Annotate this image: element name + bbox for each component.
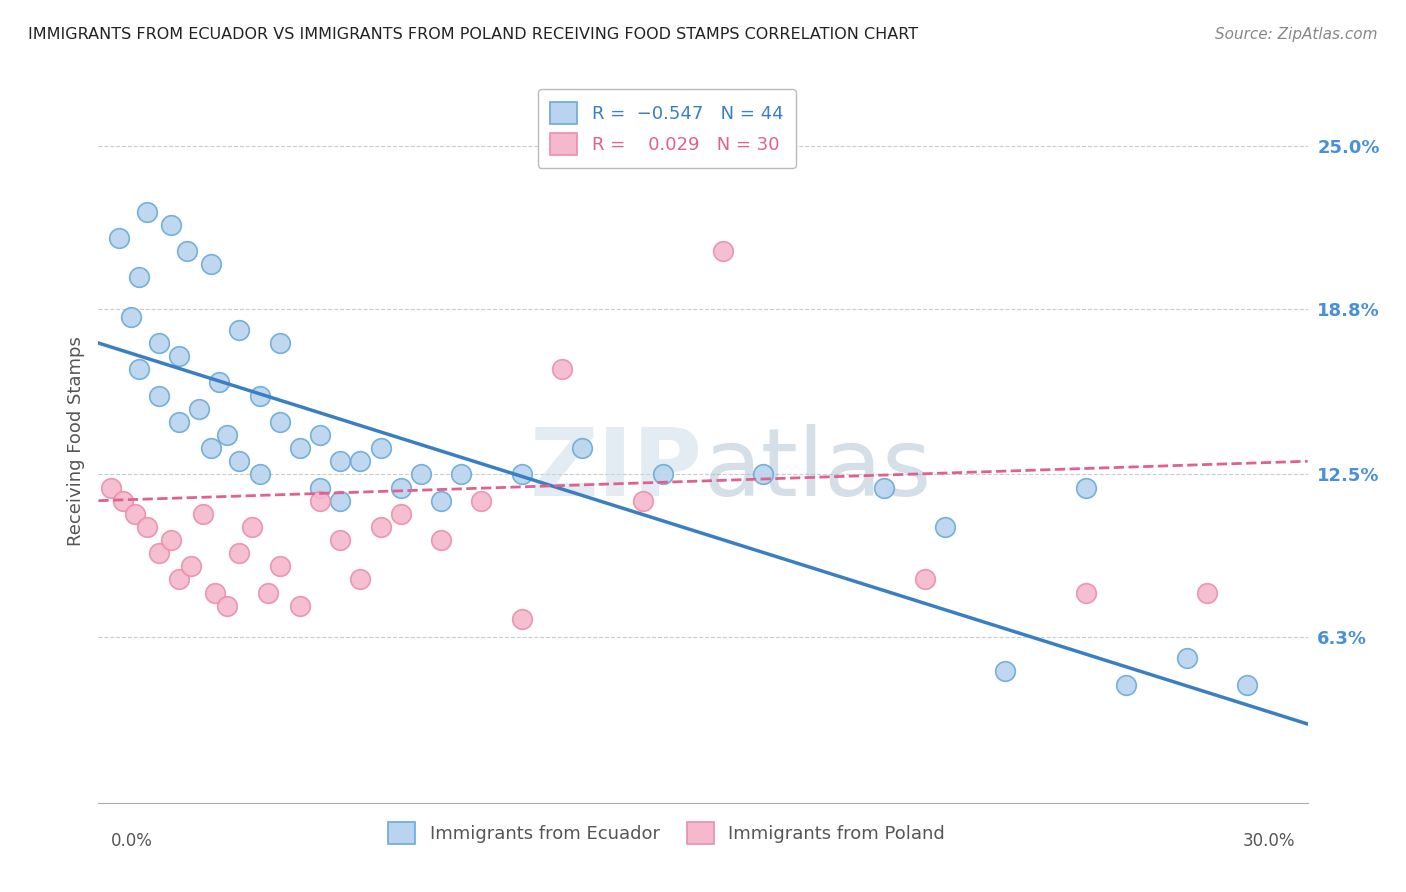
Point [204, 585, 226, 599]
Point [269, 559, 291, 574]
Text: 0.0%: 0.0% [111, 831, 152, 850]
Point [188, 401, 211, 416]
Point [651, 467, 673, 482]
Point [200, 257, 222, 271]
Point [111, 493, 134, 508]
Point [167, 349, 190, 363]
Point [1175, 651, 1198, 665]
Point [389, 481, 412, 495]
Point [148, 546, 170, 560]
Point [167, 415, 190, 429]
Point [160, 218, 183, 232]
Point [711, 244, 734, 258]
Point [160, 533, 183, 547]
Point [256, 585, 278, 599]
Text: Source: ZipAtlas.com: Source: ZipAtlas.com [1215, 27, 1378, 42]
Point [288, 441, 311, 455]
Point [370, 441, 392, 455]
Point [752, 467, 775, 482]
Point [176, 244, 198, 258]
Point [1115, 677, 1137, 691]
Point [349, 573, 371, 587]
Point [208, 376, 231, 390]
Point [510, 467, 533, 482]
Point [450, 467, 472, 482]
Point [349, 454, 371, 468]
Point [217, 599, 239, 613]
Point [128, 270, 150, 285]
Point [269, 415, 291, 429]
Point [240, 520, 263, 534]
Point [148, 388, 170, 402]
Point [249, 388, 271, 402]
Point [430, 533, 453, 547]
Text: 30.0%: 30.0% [1243, 831, 1295, 850]
Point [994, 665, 1017, 679]
Point [228, 323, 250, 337]
Text: atlas: atlas [703, 425, 931, 516]
Point [389, 507, 412, 521]
Point [228, 454, 250, 468]
Text: ZIP: ZIP [530, 425, 703, 516]
Point [100, 481, 122, 495]
Point [200, 441, 222, 455]
Point [329, 454, 352, 468]
Point [934, 520, 956, 534]
Point [193, 507, 215, 521]
Point [135, 204, 157, 219]
Point [269, 336, 291, 351]
Point [510, 612, 533, 626]
Point [329, 493, 352, 508]
Point [470, 493, 492, 508]
Point [148, 336, 170, 351]
Point [1195, 585, 1218, 599]
Y-axis label: Receiving Food Stamps: Receiving Food Stamps [66, 336, 84, 547]
Point [309, 428, 332, 442]
Point [873, 481, 896, 495]
Point [409, 467, 432, 482]
Point [1074, 481, 1097, 495]
Point [128, 362, 150, 376]
Point [120, 310, 142, 324]
Point [249, 467, 271, 482]
Point [430, 493, 453, 508]
Text: IMMIGRANTS FROM ECUADOR VS IMMIGRANTS FROM POLAND RECEIVING FOOD STAMPS CORRELAT: IMMIGRANTS FROM ECUADOR VS IMMIGRANTS FR… [28, 27, 918, 42]
Point [135, 520, 157, 534]
Point [914, 573, 936, 587]
Point [571, 441, 593, 455]
Point [1074, 585, 1097, 599]
Point [631, 493, 654, 508]
Point [309, 481, 332, 495]
Point [107, 231, 129, 245]
Point [124, 507, 146, 521]
Point [288, 599, 311, 613]
Point [1236, 677, 1258, 691]
Point [551, 362, 574, 376]
Point [309, 493, 332, 508]
Point [228, 546, 250, 560]
Point [180, 559, 202, 574]
Point [329, 533, 352, 547]
Legend: Immigrants from Ecuador, Immigrants from Poland: Immigrants from Ecuador, Immigrants from… [381, 815, 952, 852]
Point [370, 520, 392, 534]
Point [167, 573, 190, 587]
Point [217, 428, 239, 442]
